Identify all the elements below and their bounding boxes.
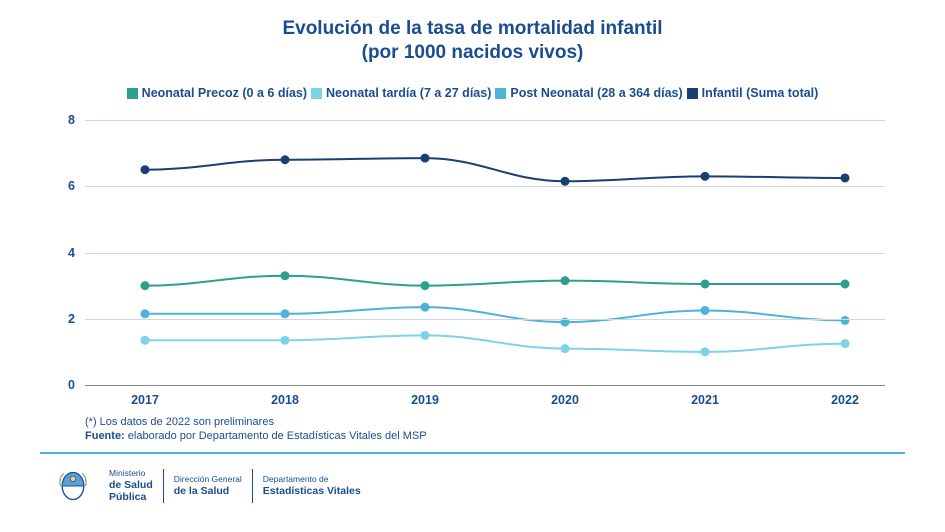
ministry-col-1: Ministerio de Salud Pública — [99, 469, 164, 503]
x-tick-2020: 2020 — [551, 393, 579, 407]
series-point-neonatal_precoz-2021 — [701, 279, 710, 288]
ministry-col2-bold: de la Salud — [174, 485, 242, 497]
legend-label-infantil_total: Infantil (Suma total) — [702, 86, 819, 100]
series-point-neonatal_precoz-2017 — [141, 281, 150, 290]
series-point-neonatal_precoz-2018 — [281, 271, 290, 280]
x-tick-2022: 2022 — [831, 393, 859, 407]
chart-plot-area: 02468201720182019202020212022 — [85, 120, 885, 385]
series-point-infantil_total-2021 — [701, 172, 710, 181]
series-point-neonatal_tardia-2020 — [561, 344, 570, 353]
legend-item-post_neonatal: Post Neonatal (28 a 364 días) — [495, 86, 682, 100]
legend-swatch-post_neonatal — [495, 88, 506, 99]
legend-item-infantil_total: Infantil (Suma total) — [687, 86, 819, 100]
note-source-label: Fuente: — [85, 430, 125, 442]
y-tick-0: 0 — [68, 378, 75, 392]
x-tick-2021: 2021 — [691, 393, 719, 407]
ministry-signature: Ministerio de Salud Pública Dirección Ge… — [55, 468, 371, 504]
ministry-col-2: Dirección General de la Salud — [164, 469, 253, 503]
y-tick-8: 8 — [68, 113, 75, 127]
series-line-post_neonatal — [145, 307, 845, 322]
series-point-neonatal_tardia-2019 — [421, 331, 430, 340]
ministry-col-3: Departamento de Estadísticas Vitales — [253, 469, 371, 503]
legend-swatch-neonatal_tardia — [311, 88, 322, 99]
ministry-col1-bold2: Pública — [109, 491, 153, 503]
series-point-neonatal_precoz-2022 — [841, 279, 850, 288]
series-point-infantil_total-2022 — [841, 173, 850, 182]
x-tick-2018: 2018 — [271, 393, 299, 407]
legend-label-post_neonatal: Post Neonatal (28 a 364 días) — [510, 86, 682, 100]
y-tick-2: 2 — [68, 312, 75, 326]
note-preliminary: (*) Los datos de 2022 son preliminares — [85, 416, 427, 428]
note-source-text: elaborado por Departamento de Estadístic… — [125, 430, 427, 442]
legend-label-neonatal_precoz: Neonatal Precoz (0 a 6 días) — [142, 86, 307, 100]
series-point-neonatal_precoz-2020 — [561, 276, 570, 285]
series-line-neonatal_tardia — [145, 335, 845, 352]
ministry-col1-bold1: de Salud — [109, 479, 153, 491]
coat-of-arms-icon — [55, 468, 91, 504]
legend-item-neonatal_precoz: Neonatal Precoz (0 a 6 días) — [127, 86, 307, 100]
title-line-1: Evolución de la tasa de mortalidad infan… — [0, 18, 945, 40]
series-point-post_neonatal-2017 — [141, 309, 150, 318]
series-point-neonatal_precoz-2019 — [421, 281, 430, 290]
ministry-col3-bold: Estadísticas Vitales — [263, 485, 361, 497]
y-tick-6: 6 — [68, 179, 75, 193]
series-point-neonatal_tardia-2017 — [141, 336, 150, 345]
x-tick-2019: 2019 — [411, 393, 439, 407]
series-point-infantil_total-2017 — [141, 165, 150, 174]
series-point-post_neonatal-2022 — [841, 316, 850, 325]
legend-swatch-neonatal_precoz — [127, 88, 138, 99]
legend-label-neonatal_tardia: Neonatal tardía (7 a 27 días) — [326, 86, 491, 100]
series-point-post_neonatal-2021 — [701, 306, 710, 315]
series-point-post_neonatal-2019 — [421, 303, 430, 312]
legend-swatch-infantil_total — [687, 88, 698, 99]
title-line-2: (por 1000 nacidos vivos) — [0, 42, 945, 64]
footer-divider — [40, 452, 905, 454]
y-tick-4: 4 — [68, 246, 75, 260]
series-point-neonatal_tardia-2022 — [841, 339, 850, 348]
series-line-infantil_total — [145, 158, 845, 181]
gridline-8 — [85, 120, 885, 121]
series-point-neonatal_tardia-2021 — [701, 347, 710, 356]
ministry-col1-small: Ministerio — [109, 469, 153, 479]
series-point-neonatal_tardia-2018 — [281, 336, 290, 345]
gridline-4 — [85, 253, 885, 254]
chart-legend: Neonatal Precoz (0 a 6 días) Neonatal tar… — [0, 86, 945, 102]
series-point-infantil_total-2019 — [421, 154, 430, 163]
gridline-2 — [85, 319, 885, 320]
gridline-0 — [85, 385, 885, 386]
gridline-6 — [85, 186, 885, 187]
series-point-infantil_total-2020 — [561, 177, 570, 186]
ministry-col2-small: Dirección General — [174, 475, 242, 485]
series-line-neonatal_precoz — [145, 276, 845, 286]
footer-notes: (*) Los datos de 2022 son preliminares F… — [85, 416, 427, 444]
ministry-col3-small: Departamento de — [263, 475, 361, 485]
series-point-infantil_total-2018 — [281, 155, 290, 164]
note-source: Fuente: elaborado por Departamento de Es… — [85, 430, 427, 442]
series-point-post_neonatal-2018 — [281, 309, 290, 318]
chart-title: Evolución de la tasa de mortalidad infan… — [0, 0, 945, 64]
legend-item-neonatal_tardia: Neonatal tardía (7 a 27 días) — [311, 86, 491, 100]
x-tick-2017: 2017 — [131, 393, 159, 407]
